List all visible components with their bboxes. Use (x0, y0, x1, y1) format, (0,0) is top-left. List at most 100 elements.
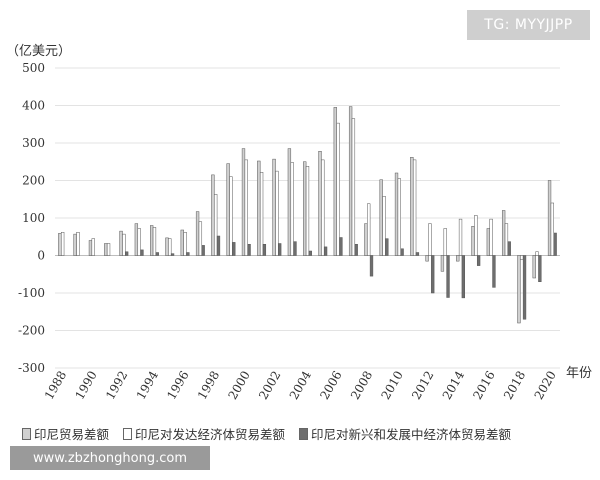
bar-developed (458, 218, 463, 256)
x-tick-label: 2018 (501, 369, 528, 402)
bar-emerging (507, 241, 511, 256)
bar-emerging (186, 252, 190, 256)
x-tick-label: 1998 (195, 369, 222, 402)
bar-total (410, 157, 414, 256)
bar-total (517, 255, 521, 324)
y-tick-label: -100 (18, 286, 45, 300)
bar-emerging (446, 255, 450, 298)
bar-developed (382, 196, 386, 256)
bar-total (272, 158, 276, 256)
bar-total (58, 233, 62, 256)
x-tick-label: 2014 (440, 368, 468, 402)
bar-total (532, 255, 536, 279)
bar-developed (168, 238, 172, 256)
bar-total (394, 172, 399, 256)
x-tick-label: 2000 (225, 369, 252, 402)
bar-emerging (323, 246, 328, 256)
bar-emerging (431, 255, 435, 294)
legend: 印尼贸易差额 印尼对发达经济体贸易差额 印尼对新兴和发展中经济体贸易差额 (22, 424, 511, 443)
x-tick-label: 2012 (409, 369, 436, 402)
bar-total (134, 223, 139, 256)
watermark-tg: TG: MYYJJPP (467, 10, 590, 40)
x-tick-label: 1992 (103, 369, 130, 402)
bar-total (333, 107, 337, 256)
bar-emerging (140, 249, 144, 256)
bar-total (364, 223, 368, 256)
watermark-url: www.zbzhonghong.com (10, 446, 210, 470)
x-tick-label: 2016 (470, 369, 497, 402)
bar-total (150, 225, 154, 256)
bar-emerging (155, 252, 159, 256)
legend-swatch-developed (123, 427, 133, 440)
bar-developed (535, 251, 539, 256)
bar-total (211, 174, 215, 256)
x-tick-label: 1988 (42, 369, 69, 402)
bar-total (257, 160, 261, 256)
bar-total (119, 230, 123, 256)
bar-total (241, 148, 246, 256)
bar-total (88, 240, 93, 256)
bar-developed (412, 159, 417, 256)
bar-emerging (278, 243, 282, 256)
bar-total (287, 148, 292, 256)
bar-emerging (492, 255, 496, 288)
bar-emerging (308, 250, 312, 256)
x-tick-label: 1990 (72, 369, 99, 402)
bar-developed (321, 159, 325, 256)
bar-developed (122, 233, 126, 256)
legend-label-emerging: 印尼对新兴和发展中经济体贸易差额 (311, 427, 512, 442)
x-tick-label: 2010 (379, 369, 406, 402)
bar-emerging (293, 241, 297, 256)
bar-developed (275, 170, 279, 256)
legend-item-developed: 印尼对发达经济体贸易差额 (123, 424, 285, 443)
bar-emerging (400, 248, 404, 256)
bar-total (165, 237, 169, 256)
bar-developed (443, 228, 447, 256)
bar-developed (474, 215, 478, 256)
bar-developed (152, 227, 157, 256)
bar-developed (428, 223, 432, 256)
bar-developed (290, 162, 294, 256)
x-tick-label: 2006 (317, 369, 344, 402)
bar-developed (61, 232, 65, 256)
x-tick-label: 2002 (256, 369, 283, 402)
bar-total (226, 163, 230, 256)
bar-developed (550, 202, 555, 256)
x-tick-label: 1996 (164, 369, 191, 402)
bar-developed (106, 243, 111, 256)
bar-total (348, 106, 353, 256)
bar-emerging (125, 251, 129, 256)
y-tick-label: 200 (22, 174, 45, 188)
x-tick-label: 2020 (532, 369, 559, 402)
y-tick-label: -300 (18, 361, 45, 375)
y-tick-label: 300 (22, 136, 45, 150)
bar-developed (259, 172, 264, 256)
bar-emerging (216, 235, 221, 256)
bar-total (318, 151, 322, 256)
bar-developed (397, 178, 401, 256)
bar-emerging (369, 255, 374, 277)
bar-developed (367, 203, 371, 256)
bar-emerging (522, 255, 527, 320)
bar-developed (91, 238, 95, 256)
bar-developed (489, 218, 493, 256)
bar-developed (351, 118, 356, 256)
y-tick-label: 400 (22, 99, 45, 113)
bar-total (440, 255, 445, 272)
y-tick-label: 100 (22, 211, 45, 225)
y-axis-unit-label: （亿美元） (6, 44, 72, 59)
bar-total (547, 180, 552, 256)
bar-emerging (461, 255, 465, 299)
legend-item-total: 印尼贸易差额 (22, 424, 109, 443)
bar-developed (137, 228, 141, 256)
legend-item-emerging: 印尼对新兴和发展中经济体贸易差额 (299, 424, 511, 443)
bar-total (180, 229, 184, 256)
bar-developed (198, 221, 203, 256)
bar-emerging (232, 242, 236, 256)
bar-developed (520, 255, 524, 260)
bar-emerging (415, 252, 420, 256)
bar-total (501, 210, 506, 256)
bar-developed (504, 223, 509, 256)
bar-emerging (247, 244, 251, 256)
